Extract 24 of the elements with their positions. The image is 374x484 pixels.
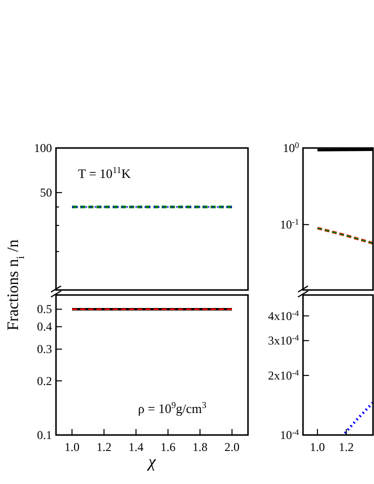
x-tick-label: 1.0 xyxy=(64,440,80,454)
x-tick-label: 1.2 xyxy=(338,440,354,454)
x-tick-label: 1.0 xyxy=(310,440,325,454)
y-tick-label: 4x10$^{-4}$ xyxy=(268,308,300,323)
y-tick-label: 2x10$^{-4}$ xyxy=(268,368,300,382)
x-tick-label: 1.4 xyxy=(128,440,144,454)
y-tick-label: 10$^{-4}$ xyxy=(280,428,300,442)
x-tick-label: 1.6 xyxy=(160,440,176,454)
x-tick-label: 1.2 xyxy=(96,440,112,454)
y-tick-label: 0.2 xyxy=(37,374,52,388)
x-axis-title: χ xyxy=(146,452,156,471)
y-tick-label: 100 xyxy=(34,141,52,155)
annotation: ρ = 10$^{9}$g/cm$^{3}$ xyxy=(138,400,207,416)
y-tick-label: 50 xyxy=(40,186,52,200)
y-tick-label: 10$^{0}$ xyxy=(282,140,299,155)
y-tick-label: 0.3 xyxy=(37,342,52,356)
x-tick-label: 1.8 xyxy=(192,440,208,454)
y-tick-label: 0.1 xyxy=(37,428,52,442)
x-tick-label: 2.0 xyxy=(224,440,240,454)
y-tick-label: 3x10$^{-4}$ xyxy=(268,333,300,348)
y-tick-label: 10$^{-1}$ xyxy=(280,217,299,232)
y-tick-label: 0.5 xyxy=(37,302,52,316)
annotation: T = 10$^{11}$K xyxy=(78,165,132,181)
y-tick-label: 0.4 xyxy=(37,320,52,334)
